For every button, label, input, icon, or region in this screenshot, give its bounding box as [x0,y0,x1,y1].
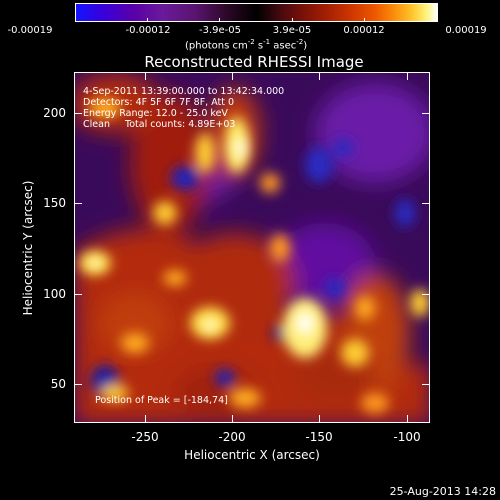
colorbar-tick-label: 0.00012 [343,25,385,36]
y-tick [74,113,82,114]
x-tick-label: -200 [218,430,246,444]
plot-title: Reconstructed RHESSI Image [144,53,364,71]
y-tick [422,384,430,385]
colorbar-tick [364,18,365,22]
peak-position-annotation: Position of Peak = [-184,74] [95,395,228,406]
colorbar-units-label: (photons cm-2 s-1 asec-2) [185,38,308,52]
x-tick-label: -100 [393,430,421,444]
y-tick [422,203,430,204]
colorbar-tick-label: -0.00012 [125,25,171,36]
x-tick-label: -150 [305,430,333,444]
y-tick-label: 150 [43,196,66,210]
y-tick [422,294,430,295]
colorbar-tick-label: -3.9e-05 [199,25,241,36]
y-tick [74,384,82,385]
colorbar-tick [292,18,293,22]
y-tick [422,113,430,114]
x-tick-label: -250 [131,430,159,444]
rhessi-heatmap [75,73,429,422]
render-timestamp: 25-Aug-2013 14:28 [389,485,496,498]
colorbar [75,3,438,22]
colorbar-tick [437,18,438,22]
y-tick [74,203,82,204]
x-tick [407,415,408,423]
colorbar-tick-label: -0.00019 [7,25,53,36]
time-range-annotation: 4-Sep-2011 13:39:00.000 to 13:42:34.000 [83,86,285,97]
x-tick [232,72,233,80]
colorbar-tick [219,18,220,22]
clean-counts-annotation: Clean Total counts: 4.89E+03 [83,119,236,130]
x-tick [319,72,320,80]
x-tick [145,415,146,423]
rhessi-image: 4-Sep-2011 13:39:00.000 to 13:42:34.000 … [74,72,430,423]
energy-range-annotation: Energy Range: 12.0 - 25.0 keV [83,108,228,119]
x-tick [319,415,320,423]
y-tick-label: 200 [43,106,66,120]
colorbar-tick [147,18,148,22]
x-axis-label: Heliocentric X (arcsec) [184,448,320,462]
x-tick [232,415,233,423]
x-tick [407,72,408,80]
y-tick-label: 100 [43,287,66,301]
colorbar-tick-label: 0.00019 [445,25,487,36]
x-tick [145,72,146,80]
y-tick [74,294,82,295]
colorbar-tick-label: 3.9e-05 [272,25,312,36]
detectors-annotation: Detectors: 4F 5F 6F 7F 8F, Att 0 [83,97,235,108]
y-axis-label: Heliocentric Y (arcsec) [21,180,35,316]
y-tick-label: 50 [50,377,66,391]
colorbar-tick [75,18,76,22]
